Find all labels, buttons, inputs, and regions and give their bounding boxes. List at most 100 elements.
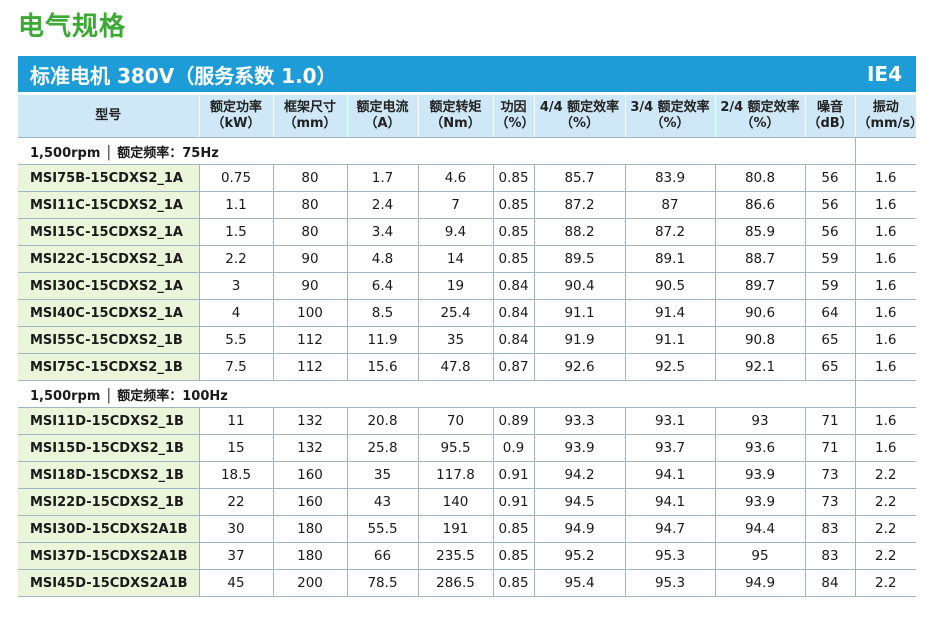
cell-model: MSI22D-15CDXS2_1B (18, 488, 199, 516)
cell-frame-size: 132 (272, 407, 347, 435)
cell-noise: 65 (804, 326, 855, 354)
cell-rated-power: 3 (198, 272, 273, 300)
cell-power-factor: 0.85 (492, 218, 534, 246)
cell-efficiency-full: 91.1 (533, 299, 625, 327)
cell-efficiency-full: 91.9 (533, 326, 625, 354)
header-power-factor: 功因 （%） (493, 95, 535, 138)
cell-model: MSI15D-15CDXS2_1B (18, 434, 199, 462)
cell-noise: 71 (804, 407, 855, 435)
cell-efficiency-full: 95.2 (533, 542, 625, 570)
cell-efficiency-half: 88.7 (714, 245, 805, 273)
cell-efficiency-full: 94.5 (533, 488, 625, 516)
cell-efficiency-half: 93.9 (714, 488, 805, 516)
cell-efficiency-three-quarter: 83.9 (624, 164, 715, 192)
cell-rated-power: 2.2 (198, 245, 273, 273)
cell-rated-power: 45 (198, 569, 273, 597)
cell-power-factor: 0.9 (492, 434, 534, 462)
cell-rated-power: 1.1 (198, 191, 273, 219)
group-label: 1,500rpm │ 额定频率：75Hz (18, 137, 855, 165)
cell-vibration: 1.6 (854, 434, 916, 462)
table-row: MSI75C-15CDXS2_1B 7.5 112 15.6 47.8 0.87 92.6 9… (18, 353, 916, 381)
cell-model: MSI45D-15CDXS2A1B (18, 569, 199, 597)
cell-rated-torque: 70 (417, 407, 493, 435)
cell-power-factor: 0.84 (492, 299, 534, 327)
cell-efficiency-three-quarter: 90.5 (624, 272, 715, 300)
cell-noise: 59 (804, 272, 855, 300)
cell-vibration: 1.6 (854, 191, 916, 219)
cell-model: MSI75B-15CDXS2_1A (18, 164, 199, 192)
cell-efficiency-full: 93.9 (533, 434, 625, 462)
cell-rated-current: 25.8 (346, 434, 418, 462)
cell-efficiency-half: 93.9 (714, 461, 805, 489)
cell-noise: 73 (804, 488, 855, 516)
cell-rated-power: 0.75 (198, 164, 273, 192)
cell-noise: 71 (804, 434, 855, 462)
cell-power-factor: 0.85 (492, 164, 534, 192)
cell-efficiency-half: 86.6 (714, 191, 805, 219)
cell-efficiency-full: 94.2 (533, 461, 625, 489)
cell-efficiency-half: 89.7 (714, 272, 805, 300)
cell-rated-power: 30 (198, 515, 273, 543)
cell-vibration: 2.2 (854, 569, 916, 597)
cell-rated-current: 4.8 (346, 245, 418, 273)
cell-power-factor: 0.85 (492, 569, 534, 597)
cell-efficiency-three-quarter: 89.1 (624, 245, 715, 273)
cell-vibration: 1.6 (854, 218, 916, 246)
section-banner: 标准电机 380V（服务系数 1.0） IE4 (18, 56, 916, 92)
cell-frame-size: 180 (272, 515, 347, 543)
cell-model: MSI37D-15CDXS2A1B (18, 542, 199, 570)
cell-rated-torque: 35 (417, 326, 493, 354)
cell-efficiency-three-quarter: 94.7 (624, 515, 715, 543)
cell-efficiency-half: 93 (714, 407, 805, 435)
cell-vibration: 1.6 (854, 407, 916, 435)
cell-rated-current: 11.9 (346, 326, 418, 354)
cell-rated-power: 22 (198, 488, 273, 516)
cell-vibration: 1.6 (854, 164, 916, 192)
cell-noise: 83 (804, 542, 855, 570)
cell-vibration: 1.6 (854, 299, 916, 327)
group-label-row: 1,500rpm │ 额定频率：100Hz (18, 380, 916, 408)
cell-noise: 83 (804, 515, 855, 543)
header-efficiency-half: 2/4 额定效率 （%） (715, 95, 806, 138)
cell-power-factor: 0.84 (492, 326, 534, 354)
cell-power-factor: 0.85 (492, 245, 534, 273)
cell-rated-torque: 95.5 (417, 434, 493, 462)
cell-rated-torque: 191 (417, 515, 493, 543)
cell-model: MSI55C-15CDXS2_1B (18, 326, 199, 354)
table-row: MSI15D-15CDXS2_1B 15 132 25.8 95.5 0.9 93.9 93.… (18, 434, 916, 462)
cell-efficiency-full: 88.2 (533, 218, 625, 246)
cell-power-factor: 0.91 (492, 461, 534, 489)
cell-rated-power: 37 (198, 542, 273, 570)
cell-vibration: 2.2 (854, 515, 916, 543)
table-row: MSI18D-15CDXS2_1B 18.5 160 35 117.8 0.91 94.2 9… (18, 461, 916, 489)
cell-rated-power: 1.5 (198, 218, 273, 246)
cell-frame-size: 112 (272, 353, 347, 381)
cell-rated-power: 15 (198, 434, 273, 462)
table-row: MSI11D-15CDXS2_1B 11 132 20.8 70 0.89 93.3 93.1… (18, 407, 916, 435)
cell-model: MSI15C-15CDXS2_1A (18, 218, 199, 246)
cell-frame-size: 200 (272, 569, 347, 597)
page-title: 电气规格 (18, 12, 127, 42)
cell-efficiency-three-quarter: 95.3 (624, 569, 715, 597)
table-row: MSI22D-15CDXS2_1B 22 160 43 140 0.91 94.5 94.1 9… (18, 488, 916, 516)
cell-rated-current: 8.5 (346, 299, 418, 327)
cell-model: MSI40C-15CDXS2_1A (18, 299, 199, 327)
cell-efficiency-half: 80.8 (714, 164, 805, 192)
header-vibration: 振动 （mm/s） (855, 95, 923, 138)
cell-rated-power: 7.5 (198, 353, 273, 381)
cell-efficiency-full: 92.6 (533, 353, 625, 381)
cell-efficiency-full: 93.3 (533, 407, 625, 435)
cell-vibration: 1.6 (854, 272, 916, 300)
cell-frame-size: 160 (272, 461, 347, 489)
electrical-spec-table: 型号 额定功率 （kW） 框架尺寸 （mm） 额定电流 （A） 额定转矩 （Nm… (18, 95, 923, 597)
cell-rated-torque: 4.6 (417, 164, 493, 192)
table-row: MSI15C-15CDXS2_1A 1.5 80 3.4 9.4 0.85 88.2 87.2… (18, 218, 916, 246)
cell-rated-current: 2.4 (346, 191, 418, 219)
efficiency-class-label: IE4 (866, 62, 902, 86)
cell-rated-torque: 14 (417, 245, 493, 273)
table-row: MSI75B-15CDXS2_1A 0.75 80 1.7 4.6 0.85 85.7 83.… (18, 164, 916, 192)
cell-model: MSI75C-15CDXS2_1B (18, 353, 199, 381)
cell-model: MSI11C-15CDXS2_1A (18, 191, 199, 219)
cell-noise: 56 (804, 164, 855, 192)
table-row: MSI37D-15CDXS2A1B 37 180 66 235.5 0.85 95.2 95.… (18, 542, 916, 570)
